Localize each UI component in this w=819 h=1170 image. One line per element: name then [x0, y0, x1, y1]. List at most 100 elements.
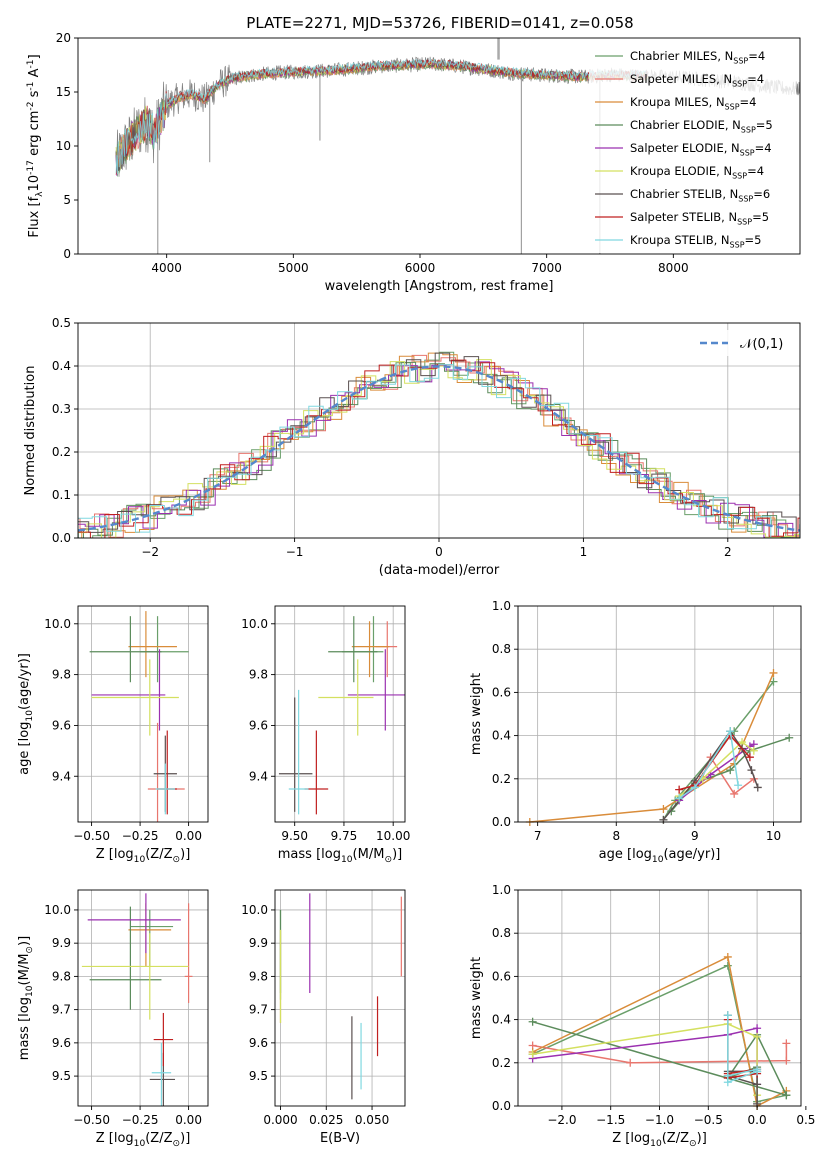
y-tick-label: 10.0 — [241, 903, 268, 917]
y-tick-label: 0.2 — [492, 772, 511, 786]
y-tick-label: 9.7 — [249, 1003, 268, 1017]
plus-marker — [723, 1011, 732, 1020]
y-tick-label: 0.2 — [492, 1056, 511, 1070]
y-tick-label: 0.2 — [52, 445, 71, 459]
histogram-series — [78, 359, 800, 538]
x-tick-label: 0.00 — [175, 1113, 202, 1127]
plus-marker — [747, 766, 756, 775]
plus-marker — [769, 668, 778, 677]
y-tick-label: 0.0 — [492, 815, 511, 829]
y-tick-label: 0.0 — [492, 1099, 511, 1113]
x-tick-label: −0.25 — [122, 829, 159, 843]
y-tick-label: 10 — [56, 139, 71, 153]
plus-marker — [726, 766, 735, 775]
x-tick-label: −2 — [141, 545, 159, 559]
y-tick-label: 9.4 — [52, 769, 71, 783]
plus-marker — [675, 794, 684, 803]
x-tick-label: 0 — [435, 545, 443, 559]
x-tick-label: −1.5 — [596, 1113, 625, 1127]
x-tick-label: 6000 — [405, 261, 436, 275]
plus-marker — [753, 1024, 762, 1033]
plus-marker — [723, 961, 732, 970]
y-tick-label: 0.5 — [52, 316, 71, 330]
x-axis-label: Z [log10(Z/Z⊙)] — [96, 847, 191, 865]
plus-marker — [659, 815, 668, 824]
y-tick-label: 0.8 — [492, 642, 511, 656]
x-tick-label: 2 — [724, 545, 732, 559]
y-axis-label: mass weight — [469, 957, 484, 1039]
plus-marker — [753, 1065, 762, 1074]
mass-weight-series — [702, 755, 755, 795]
x-tick-label: 0.00 — [175, 829, 202, 843]
histogram-series — [78, 352, 800, 538]
y-tick-label: 9.7 — [52, 1003, 71, 1017]
plus-marker — [782, 1056, 791, 1065]
x-tick-label: 10 — [766, 829, 781, 843]
y-tick-label: 0 — [63, 247, 71, 261]
x-tick-label: 8 — [612, 829, 620, 843]
y-tick-label: 9.6 — [249, 1036, 268, 1050]
histogram-series — [78, 354, 800, 538]
spectrum-model-line — [115, 62, 649, 177]
x-tick-label: −1 — [286, 545, 304, 559]
legend-label: Kroupa MILES, NSSP=4 — [630, 95, 756, 111]
plus-marker — [769, 677, 778, 686]
mass-weight-series — [670, 737, 790, 812]
y-tick-label: 9.6 — [52, 1036, 71, 1050]
y-tick-label: 9.8 — [249, 969, 268, 983]
y-axis-label: mass weight — [469, 673, 484, 755]
plus-marker — [690, 783, 699, 792]
y-tick-label: 9.5 — [52, 1069, 71, 1083]
y-axis-label: mass [log10(M/M⊙)] — [17, 936, 35, 1060]
x-axis-label: mass [log10(M/M⊙)] — [278, 847, 402, 865]
plus-marker — [753, 1080, 762, 1089]
y-tick-label: 0.8 — [492, 926, 511, 940]
y-axis-label: age [log10(age/yr)] — [17, 653, 35, 775]
x-axis-label: age [log10(age/yr)] — [599, 847, 721, 865]
y-tick-label: 9.6 — [249, 718, 268, 732]
legend-label: Salpeter MILES, NSSP=4 — [630, 72, 764, 88]
x-tick-label: 7000 — [531, 261, 562, 275]
histogram-series — [78, 361, 800, 538]
y-axis-label: Normed distribution — [23, 366, 38, 496]
mass-weight-series — [678, 729, 739, 799]
plus-marker — [730, 789, 739, 798]
y-tick-label: 0.4 — [52, 359, 71, 373]
y-tick-label: 15 — [56, 85, 71, 99]
legend-box — [692, 330, 796, 356]
y-tick-label: 1.0 — [492, 599, 511, 613]
axes-frame — [517, 605, 802, 823]
y-tick-label: 9.5 — [249, 1069, 268, 1083]
y-tick-label: 20 — [56, 31, 71, 45]
y-tick-label: 0.6 — [492, 969, 511, 983]
x-tick-label: 0.000 — [263, 1113, 297, 1127]
axes-frame — [274, 889, 406, 1107]
x-tick-label: 9.50 — [281, 829, 308, 843]
y-tick-label: 10.0 — [44, 903, 71, 917]
x-tick-label: 9 — [691, 829, 699, 843]
legend-box — [589, 43, 796, 253]
plus-marker — [734, 781, 743, 790]
x-tick-label: −0.50 — [73, 1113, 110, 1127]
x-tick-label: 7 — [534, 829, 542, 843]
plus-marker — [749, 746, 758, 755]
x-tick-label: 10.00 — [376, 829, 410, 843]
mass-weight-series — [532, 1043, 788, 1064]
mass-weight-series — [662, 681, 775, 821]
legend-label: Salpeter ELODIE, NSSP=4 — [630, 141, 772, 157]
y-tick-label: 0.4 — [492, 1013, 511, 1027]
axes-frame — [77, 889, 209, 1107]
x-tick-label: 8000 — [658, 261, 689, 275]
y-tick-label: 9.8 — [249, 668, 268, 682]
y-tick-label: 9.8 — [52, 969, 71, 983]
legend-label: 𝒩(0,1) — [740, 337, 783, 352]
x-tick-label: 1 — [580, 545, 588, 559]
legend-label: Chabrier STELIB, NSSP=6 — [630, 187, 770, 203]
spectrum-model-line — [115, 59, 649, 175]
x-tick-label: 0.5 — [796, 1113, 815, 1127]
plus-marker — [528, 1017, 537, 1026]
legend-label: Chabrier ELODIE, NSSP=5 — [630, 118, 773, 134]
plus-marker — [753, 783, 762, 792]
spectrum-model-line — [115, 58, 649, 175]
y-tick-label: 0.1 — [52, 488, 71, 502]
